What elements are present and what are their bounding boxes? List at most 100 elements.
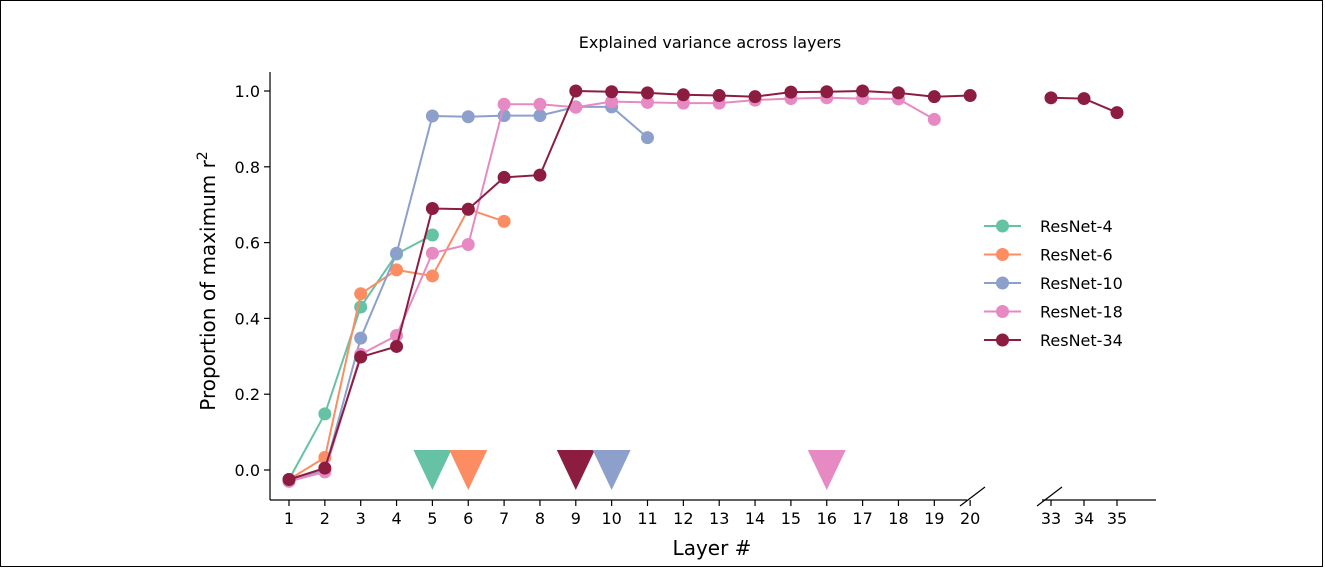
- data-point-resnet-34: [282, 472, 296, 486]
- x-tick-label: 33: [1041, 509, 1061, 528]
- data-point-resnet-18: [533, 97, 547, 111]
- x-tick-label: 15: [781, 509, 801, 528]
- series-line-resnet-18: [288, 96, 935, 483]
- y-tick-label: 1.0: [235, 82, 260, 101]
- data-point-resnet-34: [425, 201, 439, 215]
- chart-title: Explained variance across layers: [579, 33, 841, 52]
- x-tick-label: 34: [1074, 509, 1094, 528]
- data-point-resnet-34: [891, 86, 905, 100]
- data-point-resnet-34: [461, 202, 475, 216]
- data-point-resnet-34: [963, 89, 977, 103]
- x-tick-label: 11: [637, 509, 657, 528]
- y-tick-label: 0.8: [235, 158, 260, 177]
- axis-break-slash-right: [1036, 486, 1063, 507]
- data-point-resnet-4: [318, 407, 332, 421]
- legend-marker-resnet-6: [996, 248, 1009, 261]
- data-marks: [282, 84, 1124, 490]
- legend-marker-resnet-10: [996, 276, 1009, 290]
- x-tick-label: 7: [499, 509, 509, 528]
- data-point-resnet-34: [533, 168, 547, 182]
- y-axis-label-main: Proportion of maximum r: [196, 159, 220, 410]
- data-point-resnet-6: [497, 214, 511, 228]
- x-tick-label: 4: [391, 509, 401, 528]
- y-tick-label: 0.4: [235, 309, 260, 328]
- x-tick-label: 3: [356, 509, 366, 528]
- data-point-resnet-34: [1110, 106, 1124, 120]
- data-point-resnet-18: [569, 100, 583, 114]
- y-tick-label: 0.6: [235, 234, 260, 253]
- legend: ResNet-4 ResNet-6 ResNet-10 ResNet-18 ResNet…: [984, 217, 1123, 350]
- data-point-resnet-6: [425, 269, 439, 283]
- data-point-resnet-18: [927, 112, 941, 126]
- x-tick-label: 14: [745, 509, 765, 528]
- x-tick-label: 20: [960, 509, 980, 528]
- data-point-resnet-34: [927, 90, 941, 104]
- data-point-resnet-6: [354, 287, 368, 301]
- data-point-resnet-10: [461, 110, 475, 124]
- x-tick-label: 35: [1107, 509, 1127, 528]
- triangle-marker-resnet-4: [413, 450, 452, 490]
- data-point-resnet-10: [425, 109, 439, 123]
- data-point-resnet-34: [605, 85, 619, 99]
- y-tick-label: 0.2: [235, 385, 260, 404]
- legend-label-resnet-18: ResNet-18: [1040, 303, 1123, 322]
- x-tick-label: 2: [320, 509, 330, 528]
- series-line-resnet-34: [288, 89, 971, 481]
- data-point-resnet-34: [856, 84, 870, 98]
- data-point-resnet-34: [390, 339, 404, 353]
- legend-label-resnet-4: ResNet-4: [1040, 217, 1113, 236]
- data-point-resnet-6: [390, 263, 404, 277]
- data-point-resnet-18: [461, 237, 475, 251]
- x-axis-label: Layer #: [673, 536, 752, 560]
- data-point-resnet-10: [533, 109, 547, 123]
- x-tick-label: 9: [571, 509, 581, 528]
- y-tick-label: 0.0: [235, 461, 260, 480]
- triangle-marker-resnet-18: [807, 450, 846, 490]
- x-tick-label: 19: [924, 509, 944, 528]
- data-point-resnet-34: [641, 86, 654, 100]
- x-tick-label: 12: [673, 509, 693, 528]
- triangle-marker-resnet-34: [556, 450, 595, 490]
- data-point-resnet-34: [712, 89, 726, 103]
- data-point-resnet-18: [425, 246, 439, 260]
- data-point-resnet-34: [318, 461, 332, 475]
- data-point-resnet-34: [784, 85, 798, 99]
- data-point-resnet-34: [1044, 91, 1058, 105]
- x-tick-label: 6: [463, 509, 473, 528]
- axes: 0.00.20.40.60.81.01 2 3 4 5 6 7 8 9 10 11 12 13 14 15 1…: [235, 72, 1156, 528]
- data-point-resnet-34: [748, 90, 762, 104]
- x-tick-label: 18: [888, 509, 908, 528]
- legend-marker-resnet-18: [996, 305, 1009, 318]
- data-point-resnet-18: [497, 97, 511, 111]
- data-point-resnet-4: [425, 228, 439, 242]
- x-tick-label: 13: [709, 509, 729, 528]
- data-point-resnet-34: [1077, 92, 1091, 106]
- legend-label-resnet-6: ResNet-6: [1040, 246, 1113, 265]
- data-point-resnet-18: [605, 95, 619, 109]
- data-point-resnet-34: [354, 350, 368, 364]
- legend-label-resnet-34: ResNet-34: [1040, 331, 1123, 350]
- data-point-resnet-10: [641, 131, 654, 145]
- x-tick-label: 8: [535, 509, 545, 528]
- legend-label-resnet-10: ResNet-10: [1040, 274, 1123, 293]
- data-point-resnet-34: [569, 84, 583, 98]
- y-axis-label-superscript: 2: [195, 151, 211, 160]
- x-tick-label: 17: [852, 509, 872, 528]
- data-point-resnet-34: [676, 88, 690, 102]
- x-tick-label: 10: [601, 509, 621, 528]
- x-tick-label: 5: [427, 509, 437, 528]
- y-axis-label: Proportion of maximum r2: [195, 151, 220, 410]
- data-point-resnet-34: [820, 85, 834, 99]
- data-point-resnet-10: [354, 331, 368, 345]
- data-point-resnet-34: [497, 170, 511, 184]
- data-point-resnet-18: [641, 95, 654, 109]
- x-tick-label: 16: [817, 509, 837, 528]
- x-tick-label: 1: [284, 509, 294, 528]
- data-point-resnet-10: [390, 246, 404, 260]
- legend-marker-resnet-34: [996, 333, 1009, 347]
- legend-marker-resnet-4: [996, 219, 1009, 233]
- triangle-marker-resnet-6: [449, 450, 488, 490]
- axis-break-slash-left: [959, 486, 986, 507]
